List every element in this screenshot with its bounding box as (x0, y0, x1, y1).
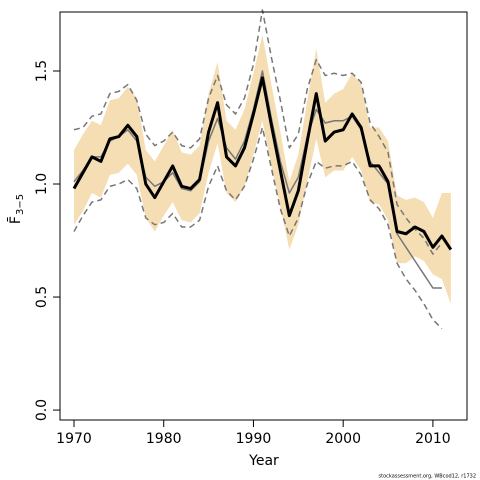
x-tick-label: 2000 (325, 431, 361, 447)
line (72, 76, 453, 251)
x-tick-label: 1990 (236, 431, 272, 447)
y-tick-label: 1.0 (34, 173, 50, 195)
x-tick-label: 1970 (56, 431, 92, 447)
y-tick-label: 1.5 (34, 60, 50, 82)
footer: stockassessment.org, WBcod12, r1732 (379, 474, 476, 480)
y-tick-label: 0.0 (34, 399, 50, 421)
x-tick-label: 1980 (146, 431, 182, 447)
y-axis-label: F̄ 3−5 (6, 194, 26, 224)
dashed-line (73, 126, 443, 330)
x-tick-label: 2010 (415, 431, 451, 447)
confidence-band (73, 34, 451, 304)
dashed-line (73, 9, 443, 255)
plot-frame (59, 11, 468, 421)
y-tick-label: 0.5 (34, 286, 50, 308)
y-axis-label-main: F̄ (6, 216, 24, 224)
x-axis-label: Year (248, 453, 279, 469)
y-axis-label-sub: 3−5 (15, 194, 26, 215)
